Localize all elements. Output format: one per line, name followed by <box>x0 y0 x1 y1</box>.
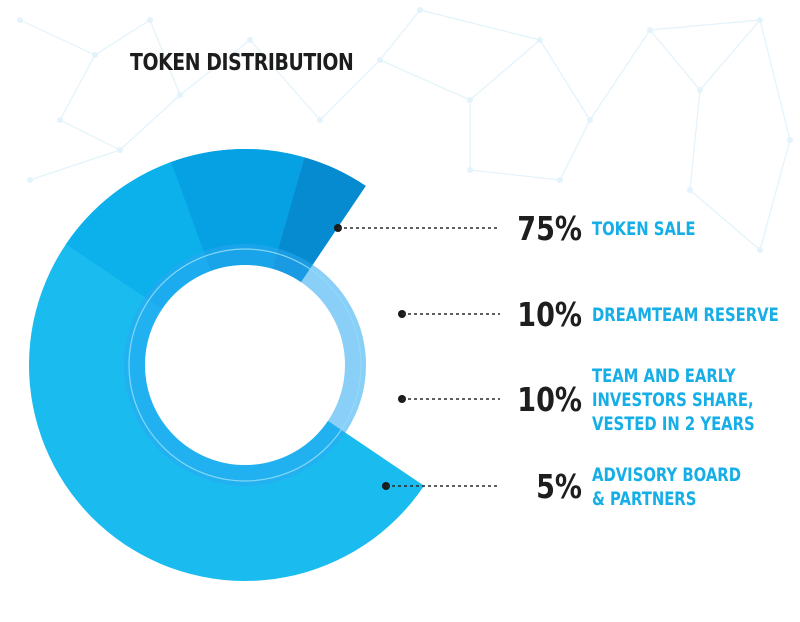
donut-slice-3 <box>171 149 305 272</box>
slice-label-4-line-2: & PARTNERS <box>592 488 696 510</box>
slice-label-2-line-1: DREAMTEAM RESERVE <box>592 304 779 326</box>
inner-ring-line <box>128 248 362 482</box>
chart-title: TOKEN DISTRIBUTION <box>130 50 354 76</box>
inner-ring-band <box>124 244 366 486</box>
slice-percent-4: 5% <box>536 468 582 506</box>
donut-inner-ring <box>124 244 366 486</box>
slice-label-3-line-2: INVESTORS SHARE, <box>592 389 754 411</box>
donut-hole <box>145 265 345 465</box>
slice-label-1-line-1: TOKEN SALE <box>592 218 695 240</box>
slice-percent-2: 10% <box>517 296 582 334</box>
donut-slice-4 <box>272 157 366 283</box>
slice-labels: 75% TOKEN SALE 10% DREAMTEAM RESERVE 10% TEAM… <box>517 210 778 510</box>
slice-label-4-line-1: ADVISORY BOARD <box>592 464 741 486</box>
slice-percent-1: 75% <box>517 210 582 248</box>
donut-slices <box>29 149 425 581</box>
leader-lines <box>334 224 500 490</box>
slice-label-3-line-1: TEAM AND EARLY <box>592 365 736 387</box>
slice-percent-3: 10% <box>517 381 582 419</box>
slice-label-3-line-3: VESTED IN 2 YEARS <box>592 413 755 435</box>
